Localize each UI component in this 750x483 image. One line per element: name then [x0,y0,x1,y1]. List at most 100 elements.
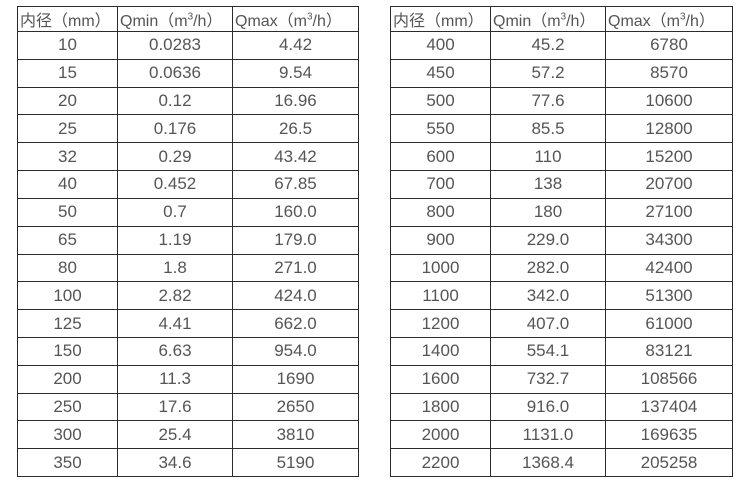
table-cell: 57.2 [490,58,606,88]
table-cell: 2.82 [117,281,233,311]
table-cell: 67.85 [232,170,359,199]
table-cell: 10600 [605,86,733,116]
table-row: 900 229.0 34300 [390,225,733,255]
table-cell: 6.63 [117,336,233,366]
table-cell: 0.0283 [117,31,233,60]
table-cell: 2650 [232,392,359,422]
table-row: 1400 554.1 83121 [390,336,733,366]
table-cell: 662.0 [232,309,359,338]
table-cell: 900 [390,225,491,255]
table-cell: 700 [390,170,491,199]
table-cell: 50 [17,197,118,227]
table-cell: 300 [17,420,118,450]
superscript-3: 3 [680,11,686,23]
table-cell: 229.0 [490,225,606,255]
table-cell: 1690 [232,364,359,394]
header-cell: Qmax（m3/h） [605,6,733,32]
table-cell: 1.8 [117,253,233,283]
table-cell: 43.42 [232,142,359,172]
table-row: 1800 916.0 137404 [390,392,733,422]
table-row: 10 0.0283 4.42 [17,31,359,60]
table-cell: 108566 [605,364,733,394]
table-cell: 20 [17,86,118,116]
table-cell: 80 [17,253,118,283]
table-row: 2000 1131.0 169635 [390,420,733,450]
table-row: 40 0.452 67.85 [17,170,359,199]
table-cell: 450 [390,58,491,88]
table-row: 450 57.2 8570 [390,58,733,88]
table-cell: 424.0 [232,281,359,311]
table-cell: 554.1 [490,336,606,366]
table-cell: 9.54 [232,58,359,88]
table-cell: 25.4 [117,420,233,450]
table-row: 125 4.41 662.0 [17,309,359,338]
table-row: 2200 1368.4 205258 [390,448,733,477]
table-row: 1600 732.7 108566 [390,364,733,394]
table-cell: 342.0 [490,281,606,311]
table-cell: 179.0 [232,225,359,255]
table-cell: 15 [17,58,118,88]
table-cell: 2200 [390,448,491,477]
table-cell: 200 [17,364,118,394]
table-row: 1000 282.0 42400 [390,253,733,283]
table-row: 1200 407.0 61000 [390,309,733,338]
table-cell: 0.7 [117,197,233,227]
table-cell: 34300 [605,225,733,255]
table-cell: 800 [390,197,491,227]
table-cell: 85.5 [490,114,606,144]
table-cell: 400 [390,31,491,60]
table-cell: 1100 [390,281,491,311]
table-row: 15 0.0636 9.54 [17,58,359,88]
table-cell: 51300 [605,281,733,311]
table-cell: 180 [490,197,606,227]
table-cell: 1600 [390,364,491,394]
table-cell: 0.29 [117,142,233,172]
table-cell: 27100 [605,197,733,227]
table-row: 1100 342.0 51300 [390,281,733,311]
table-row: 250 17.6 2650 [17,392,359,422]
table-cell: 250 [17,392,118,422]
table-row: 700 138 20700 [390,170,733,199]
table-row: 50 0.7 160.0 [17,197,359,227]
table-cell: 0.0636 [117,58,233,88]
table-row: 20 0.12 16.96 [17,86,359,116]
table-cell: 65 [17,225,118,255]
table-row: 80 1.8 271.0 [17,253,359,283]
table-row: 350 34.6 5190 [17,448,359,477]
table-cell: 83121 [605,336,733,366]
flow-table-large-diameters: 内径（mm） Qmin（m3/h） Qmax（m3/h） 400 45.2 6780 450… [390,6,733,477]
table-cell: 3810 [232,420,359,450]
table-cell: 732.7 [490,364,606,394]
table-cell: 1131.0 [490,420,606,450]
table-cell: 25 [17,114,118,144]
table-cell: 271.0 [232,253,359,283]
table-cell: 282.0 [490,253,606,283]
table-cell: 137404 [605,392,733,422]
table-cell: 40 [17,170,118,199]
table-cell: 0.12 [117,86,233,116]
table-cell: 1368.4 [490,448,606,477]
header-cell: Qmax（m3/h） [232,6,359,32]
header-row: 内径（mm） Qmin（m3/h） Qmax（m3/h） [390,6,733,32]
table-row: 500 77.6 10600 [390,86,733,116]
table-cell: 8570 [605,58,733,88]
table-row: 550 85.5 12800 [390,114,733,144]
table-cell: 6780 [605,31,733,60]
table-row: 65 1.19 179.0 [17,225,359,255]
table-cell: 100 [17,281,118,311]
superscript-3: 3 [307,11,313,23]
table-row: 150 6.63 954.0 [17,336,359,366]
table-cell: 0.176 [117,114,233,144]
table-cell: 138 [490,170,606,199]
table-row: 100 2.82 424.0 [17,281,359,311]
superscript-3: 3 [187,11,194,23]
table-cell: 916.0 [490,392,606,422]
table-cell: 160.0 [232,197,359,227]
table-row: 200 11.3 1690 [17,364,359,394]
table-row: 800 180 27100 [390,197,733,227]
table-cell: 169635 [605,420,733,450]
table-cell: 12800 [605,114,733,144]
header-cell: 内径（mm） [390,6,491,32]
table-cell: 20700 [605,170,733,199]
table-row: 400 45.2 6780 [390,31,733,60]
